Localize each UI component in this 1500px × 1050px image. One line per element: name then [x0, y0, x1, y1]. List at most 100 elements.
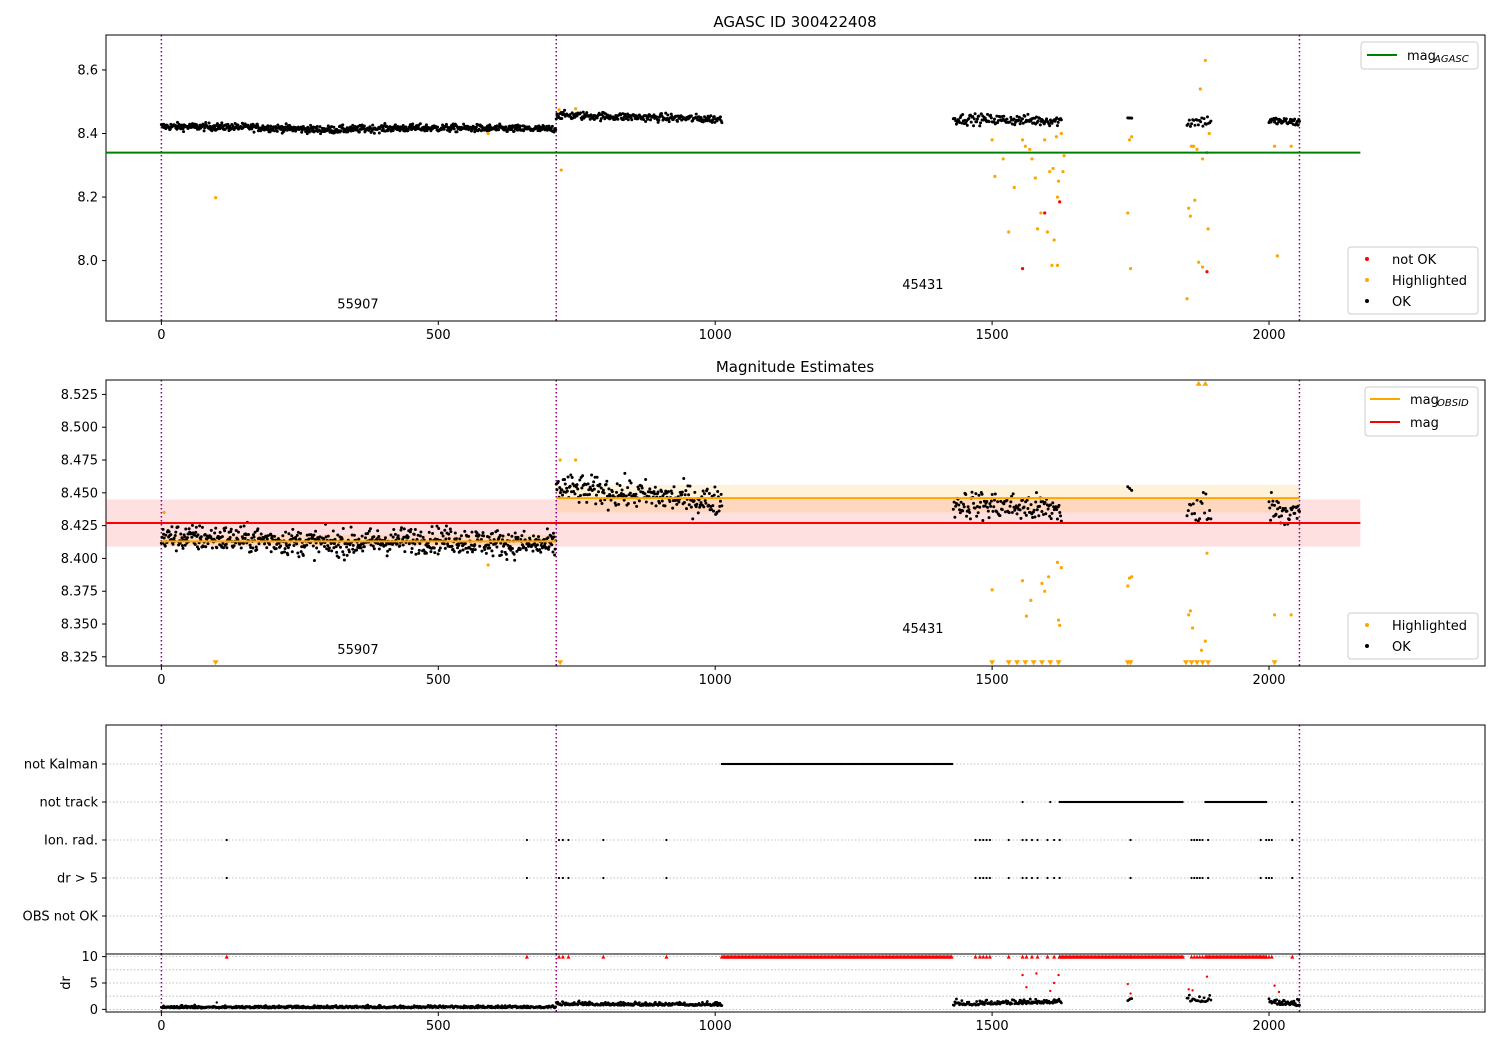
data-point-highlighted — [1052, 238, 1056, 242]
data-point-ok — [505, 129, 509, 133]
data-point-ok — [1020, 117, 1024, 121]
data-point-ok — [228, 124, 232, 128]
data-point-ok — [565, 486, 569, 490]
data-point-ok — [717, 509, 721, 513]
data-point-ok — [463, 541, 467, 545]
data-point-ok — [597, 490, 601, 494]
data-point-ok — [1277, 515, 1281, 519]
data-point-ok — [1002, 502, 1006, 506]
data-point-ok — [456, 546, 460, 550]
data-point-ok — [589, 113, 593, 117]
data-point-ok — [204, 121, 208, 125]
flag-point — [974, 838, 977, 842]
data-point-ok — [250, 536, 254, 540]
data-point-ok — [973, 506, 977, 510]
data-point-ok — [243, 536, 247, 540]
flag-point — [1193, 876, 1196, 880]
data-point-ok — [357, 537, 361, 541]
flag-row-label: dr > 5 — [57, 872, 98, 887]
dr-point-clipped — [973, 954, 978, 959]
flag-point — [982, 876, 985, 880]
data-point-ok — [989, 113, 993, 117]
dr-point-ok — [967, 1000, 971, 1004]
flag-point — [1193, 838, 1196, 842]
data-point-ok — [312, 558, 316, 562]
data-point-ok — [701, 489, 705, 493]
data-point-ok — [406, 535, 410, 539]
data-point-ok — [1055, 508, 1059, 512]
data-point-ok — [1046, 507, 1050, 511]
dr-point-ok — [712, 1003, 716, 1007]
data-point-ok — [577, 500, 581, 504]
data-point-highlighted — [1199, 648, 1204, 652]
data-point-ok — [720, 121, 724, 125]
dr-point-ok — [1035, 1002, 1039, 1005]
data-point-ok — [1270, 503, 1274, 507]
data-point-ok — [490, 549, 494, 553]
dr-point-ok — [975, 1000, 979, 1003]
y-tick-label: 8.6 — [77, 63, 98, 78]
flag-point — [1007, 876, 1010, 880]
data-point-ok — [422, 548, 426, 552]
data-point-ok — [513, 531, 517, 535]
data-point-not-ok — [1205, 270, 1209, 274]
data-point-ok — [480, 549, 484, 553]
data-point-ok — [628, 479, 632, 483]
dr-point-highlighted — [1035, 972, 1038, 975]
data-point-ok — [605, 479, 609, 483]
data-point-ok — [215, 122, 219, 126]
data-point-ok — [401, 543, 405, 547]
data-point-ok — [695, 502, 699, 506]
x-tick-label: 500 — [426, 673, 451, 688]
data-point-ok — [377, 131, 381, 135]
data-point-ok — [579, 111, 583, 115]
dr-point-clipped — [1057, 954, 1062, 959]
data-point-highlighted — [990, 588, 994, 592]
data-point-ok — [985, 499, 989, 503]
data-point-ok — [644, 478, 648, 482]
flag-point — [1181, 800, 1184, 804]
data-point-ok — [413, 542, 417, 546]
data-point-ok — [1209, 119, 1213, 123]
data-point-ok — [418, 122, 422, 126]
dr-panel: 0 5 10 0 500 1000 1500 2000 dr — [59, 950, 1486, 1034]
data-point-ok — [254, 545, 258, 549]
data-point-ok — [512, 552, 516, 556]
data-point-ok — [1202, 117, 1206, 121]
data-point-ok — [193, 542, 197, 546]
data-point-ok — [591, 484, 595, 488]
legend-swatch-dot — [1365, 623, 1369, 627]
data-point-ok — [634, 492, 638, 496]
data-point-ok — [265, 128, 269, 132]
data-point-ok — [1269, 518, 1273, 522]
data-point-clipped — [1271, 660, 1278, 666]
data-point-ok — [553, 553, 557, 557]
data-point-ok — [370, 538, 374, 542]
data-point-ok — [482, 534, 486, 538]
data-point-ok — [444, 122, 448, 126]
data-point-highlighted — [1056, 179, 1061, 183]
data-point-ok — [510, 534, 514, 538]
data-point-ok — [1059, 514, 1063, 518]
data-point-ok — [1019, 516, 1023, 520]
flag-point — [978, 838, 982, 842]
data-point-highlighted — [1272, 613, 1277, 617]
flag-point — [1046, 876, 1049, 880]
flag-point — [1049, 800, 1052, 804]
data-point-ok — [491, 554, 495, 558]
dr-point-highlighted — [1187, 988, 1190, 991]
data-point-ok — [433, 551, 437, 555]
dr-point-clipped — [1029, 954, 1034, 959]
data-point-ok — [636, 485, 640, 489]
data-point-ok — [305, 129, 309, 133]
flag-point — [225, 876, 228, 880]
data-point-ok — [579, 493, 583, 497]
obsid-label: 45431 — [902, 278, 943, 293]
data-point-ok — [330, 549, 334, 553]
data-point-ok — [174, 530, 178, 534]
x-tick-label: 2000 — [1252, 1019, 1285, 1034]
dr-point-ok — [1202, 996, 1206, 1000]
data-point-ok — [203, 126, 207, 130]
dr-point-highlighted — [1021, 973, 1024, 977]
data-point-highlighted — [1030, 157, 1034, 161]
